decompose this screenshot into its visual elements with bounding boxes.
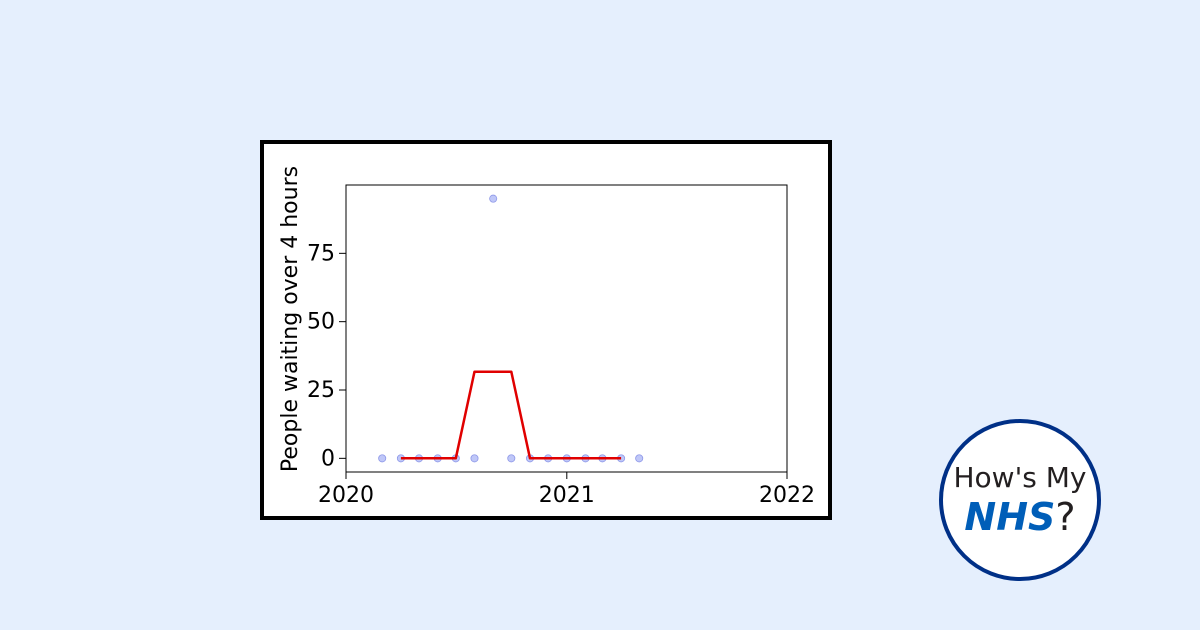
- x-tick-label: 2022: [759, 483, 815, 508]
- trend-line: [400, 370, 622, 460]
- data-point: [470, 454, 479, 463]
- y-tick-label: 50: [307, 310, 335, 335]
- logo-brand-line: NHS?: [964, 495, 1075, 541]
- hows-my-nhs-logo: How's My NHS?: [939, 419, 1101, 581]
- data-point: [378, 454, 387, 463]
- chart-svg: People waiting over 4 hours 0 25 50 75 2020 2…: [278, 166, 815, 508]
- x-tick-label: 2020: [318, 483, 374, 508]
- chart-card: People waiting over 4 hours 0 25 50 75 2020 2…: [260, 140, 832, 520]
- logo-question-mark: ?: [1055, 494, 1076, 539]
- data-point: [635, 454, 644, 463]
- data-point: [489, 194, 498, 203]
- y-tick-label: 0: [321, 446, 335, 471]
- logo-nhs-text: NHS: [964, 494, 1056, 539]
- y-axis-label: People waiting over 4 hours: [278, 166, 303, 472]
- y-tick-label: 75: [307, 241, 335, 266]
- data-point: [507, 454, 516, 463]
- x-tick-label: 2021: [539, 483, 595, 508]
- y-tick-label: 25: [307, 378, 335, 403]
- logo-title: How's My: [953, 460, 1087, 494]
- plot-frame: [345, 184, 788, 473]
